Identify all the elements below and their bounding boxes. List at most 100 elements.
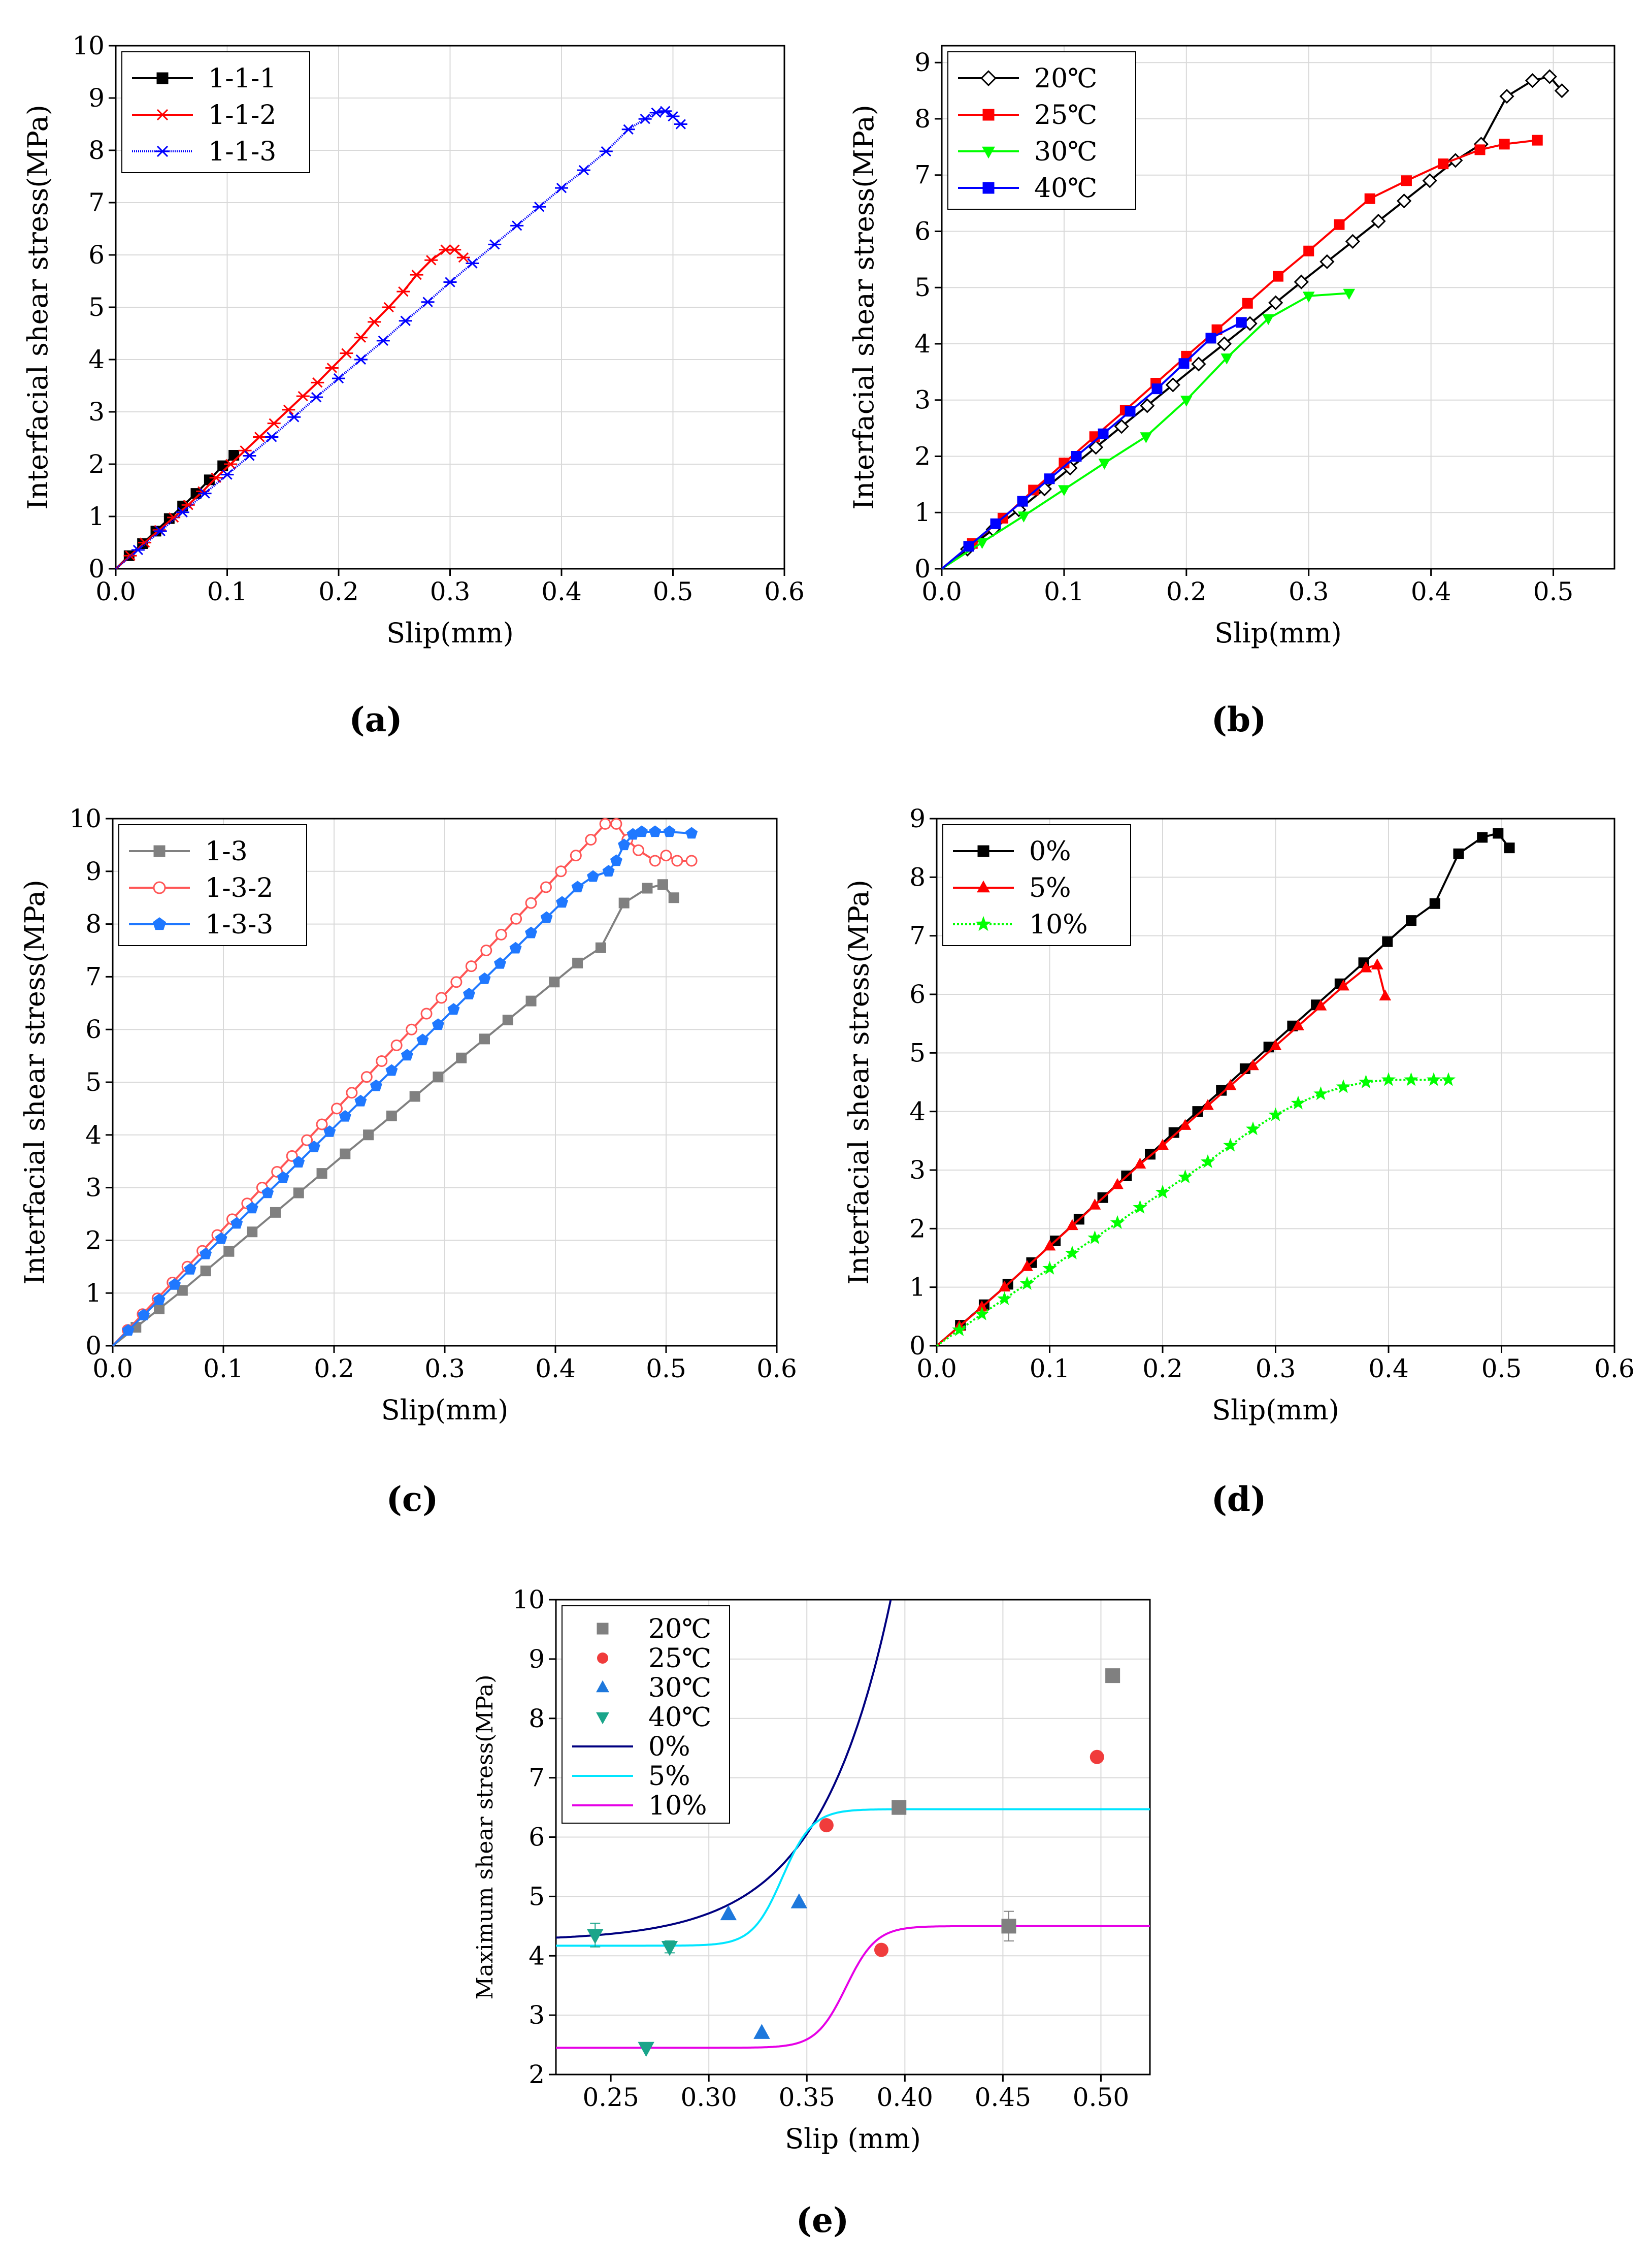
- data-point: [661, 1941, 678, 1956]
- data-point: [325, 363, 339, 373]
- legend-box: [118, 824, 307, 946]
- data-point: [1125, 406, 1136, 417]
- y-tick-label: 4: [529, 1941, 545, 1970]
- y-tick-label: 3: [909, 1155, 926, 1185]
- y-tick-label: 9: [914, 48, 931, 77]
- legend-label: 20℃: [1034, 63, 1097, 94]
- legend-label: 10%: [1029, 910, 1088, 940]
- data-point: [674, 119, 687, 129]
- y-tick-label: 1: [88, 502, 105, 531]
- fit-curve-5%: [556, 1808, 1150, 1947]
- legend-marker: [597, 1653, 608, 1664]
- x-tick-label: 0.3: [1256, 1354, 1296, 1383]
- y-tick-label: 0: [88, 554, 105, 584]
- x-tick-label: 0.6: [756, 1354, 797, 1383]
- data-point: [296, 391, 310, 402]
- data-point: [1337, 979, 1349, 991]
- x-tick-label: 0.5: [646, 1354, 686, 1383]
- data-point: [1493, 828, 1504, 839]
- series-line: [936, 1079, 1448, 1347]
- data-point: [247, 1226, 258, 1238]
- series-30℃: [941, 288, 1356, 570]
- data-point: [167, 512, 181, 523]
- data-point: [243, 450, 256, 461]
- legend-label: 10%: [648, 1791, 707, 1821]
- data-point: [621, 124, 635, 135]
- data-point: [390, 1039, 403, 1051]
- data-point: [636, 825, 648, 837]
- data-point: [1273, 271, 1283, 282]
- data-point: [224, 459, 238, 470]
- y-tick-label: 4: [85, 1120, 102, 1150]
- data-point: [1269, 1039, 1282, 1050]
- data-point: [658, 106, 672, 116]
- x-axis-title: Slip(mm): [1212, 1394, 1339, 1426]
- data-point: [287, 412, 301, 423]
- x-tick-label: 0.45: [975, 2083, 1031, 2112]
- data-point: [397, 286, 410, 297]
- data-point: [246, 1202, 258, 1214]
- data-point: [316, 1118, 328, 1130]
- data-point: [525, 897, 537, 909]
- y-tick-label: 8: [85, 910, 102, 939]
- y-tick-label: 8: [909, 862, 926, 892]
- data-point: [154, 1303, 165, 1314]
- legend-box: [942, 824, 1131, 946]
- x-tick-label: 0.5: [1533, 577, 1574, 606]
- data-point: [1359, 1075, 1373, 1089]
- data-point: [1381, 1072, 1396, 1086]
- data-point: [267, 418, 281, 429]
- data-point: [1343, 288, 1356, 300]
- y-tick-label: 8: [88, 136, 105, 165]
- data-point: [660, 850, 672, 862]
- data-point: [618, 838, 631, 851]
- legend-marker: [982, 146, 995, 159]
- y-tick-label: 6: [529, 1823, 545, 1852]
- legend-marker: [155, 145, 170, 157]
- data-point: [1066, 1219, 1078, 1230]
- data-point: [1242, 298, 1253, 309]
- data-point: [1178, 358, 1190, 369]
- legend-label: 30℃: [1034, 137, 1097, 167]
- y-tick-label: 7: [909, 921, 926, 951]
- data-point: [1477, 832, 1488, 843]
- data-point: [443, 277, 457, 287]
- data-point: [1191, 357, 1206, 372]
- data-point: [1554, 83, 1570, 99]
- data-point: [1192, 1106, 1203, 1117]
- data-point: [974, 1306, 989, 1320]
- data-point: [602, 865, 615, 877]
- data-point: [1042, 1260, 1057, 1275]
- data-point: [610, 854, 622, 866]
- data-point: [131, 544, 145, 556]
- data-point: [1211, 324, 1223, 335]
- data-point: [990, 518, 1001, 529]
- scatter-40℃: [586, 1922, 678, 2057]
- series-1-3-2: [112, 818, 698, 1347]
- x-tick-label: 0.1: [207, 577, 248, 606]
- panel-a: 0.0 0.1 0.2 0.3 0.4 0.5 0.6 0 1 2 3 4 5 6 7 8 9 10 Slip(mm…: [22, 31, 805, 739]
- data-point: [1268, 1107, 1283, 1121]
- x-tick-label: 0.3: [1289, 577, 1329, 606]
- series-line: [941, 292, 1349, 570]
- legend-label: 40℃: [648, 1702, 711, 1733]
- data-point: [1314, 999, 1327, 1011]
- data-point: [215, 1232, 227, 1244]
- data-point: [685, 827, 698, 839]
- data-point: [282, 404, 295, 415]
- data-point: [1319, 254, 1335, 269]
- data-point: [510, 913, 522, 925]
- data-point: [618, 897, 630, 909]
- data-point: [599, 818, 611, 830]
- data-point: [1499, 89, 1514, 104]
- data-point: [1302, 291, 1315, 303]
- data-point: [587, 870, 600, 882]
- y-tick-label: 6: [914, 216, 931, 246]
- data-point: [122, 1324, 135, 1336]
- data-point: [1088, 1198, 1101, 1210]
- x-tick-label: 0.0: [916, 1354, 957, 1383]
- data-point: [456, 1052, 467, 1063]
- x-axis-title: Slip(mm): [1214, 617, 1342, 649]
- data-point: [1140, 432, 1152, 443]
- scatter-20℃: [892, 1668, 1120, 1942]
